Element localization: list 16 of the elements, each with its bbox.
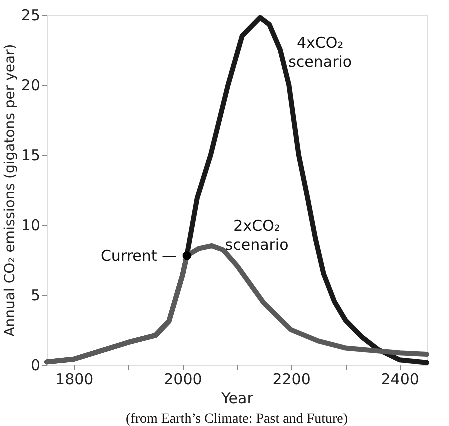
y-axis-title: Annual CO₂ emissions (gigatons per year) (2, 44, 18, 337)
y-tick-label: 25 (21, 6, 40, 24)
y-tick-label: 10 (21, 216, 40, 234)
series-label: 4xCO₂ scenario (288, 34, 352, 71)
y-tick-label: 20 (21, 76, 40, 94)
y-tick-label: 15 (21, 146, 40, 164)
x-tick-label: 1800 (56, 370, 94, 388)
x-tick-label: 2200 (272, 370, 311, 388)
x-tick-label: 2400 (381, 370, 420, 388)
x-axis-title: Year (220, 390, 254, 408)
y-tick-label: 0 (30, 356, 40, 374)
text: (from Earth’s Climate: Past and Future) (126, 412, 348, 426)
x-tick-label: 2000 (164, 370, 202, 388)
series-label: 2xCO₂ scenario (225, 217, 289, 254)
annotation: Current — (100, 246, 178, 265)
y-tick-label: 5 (30, 286, 40, 304)
